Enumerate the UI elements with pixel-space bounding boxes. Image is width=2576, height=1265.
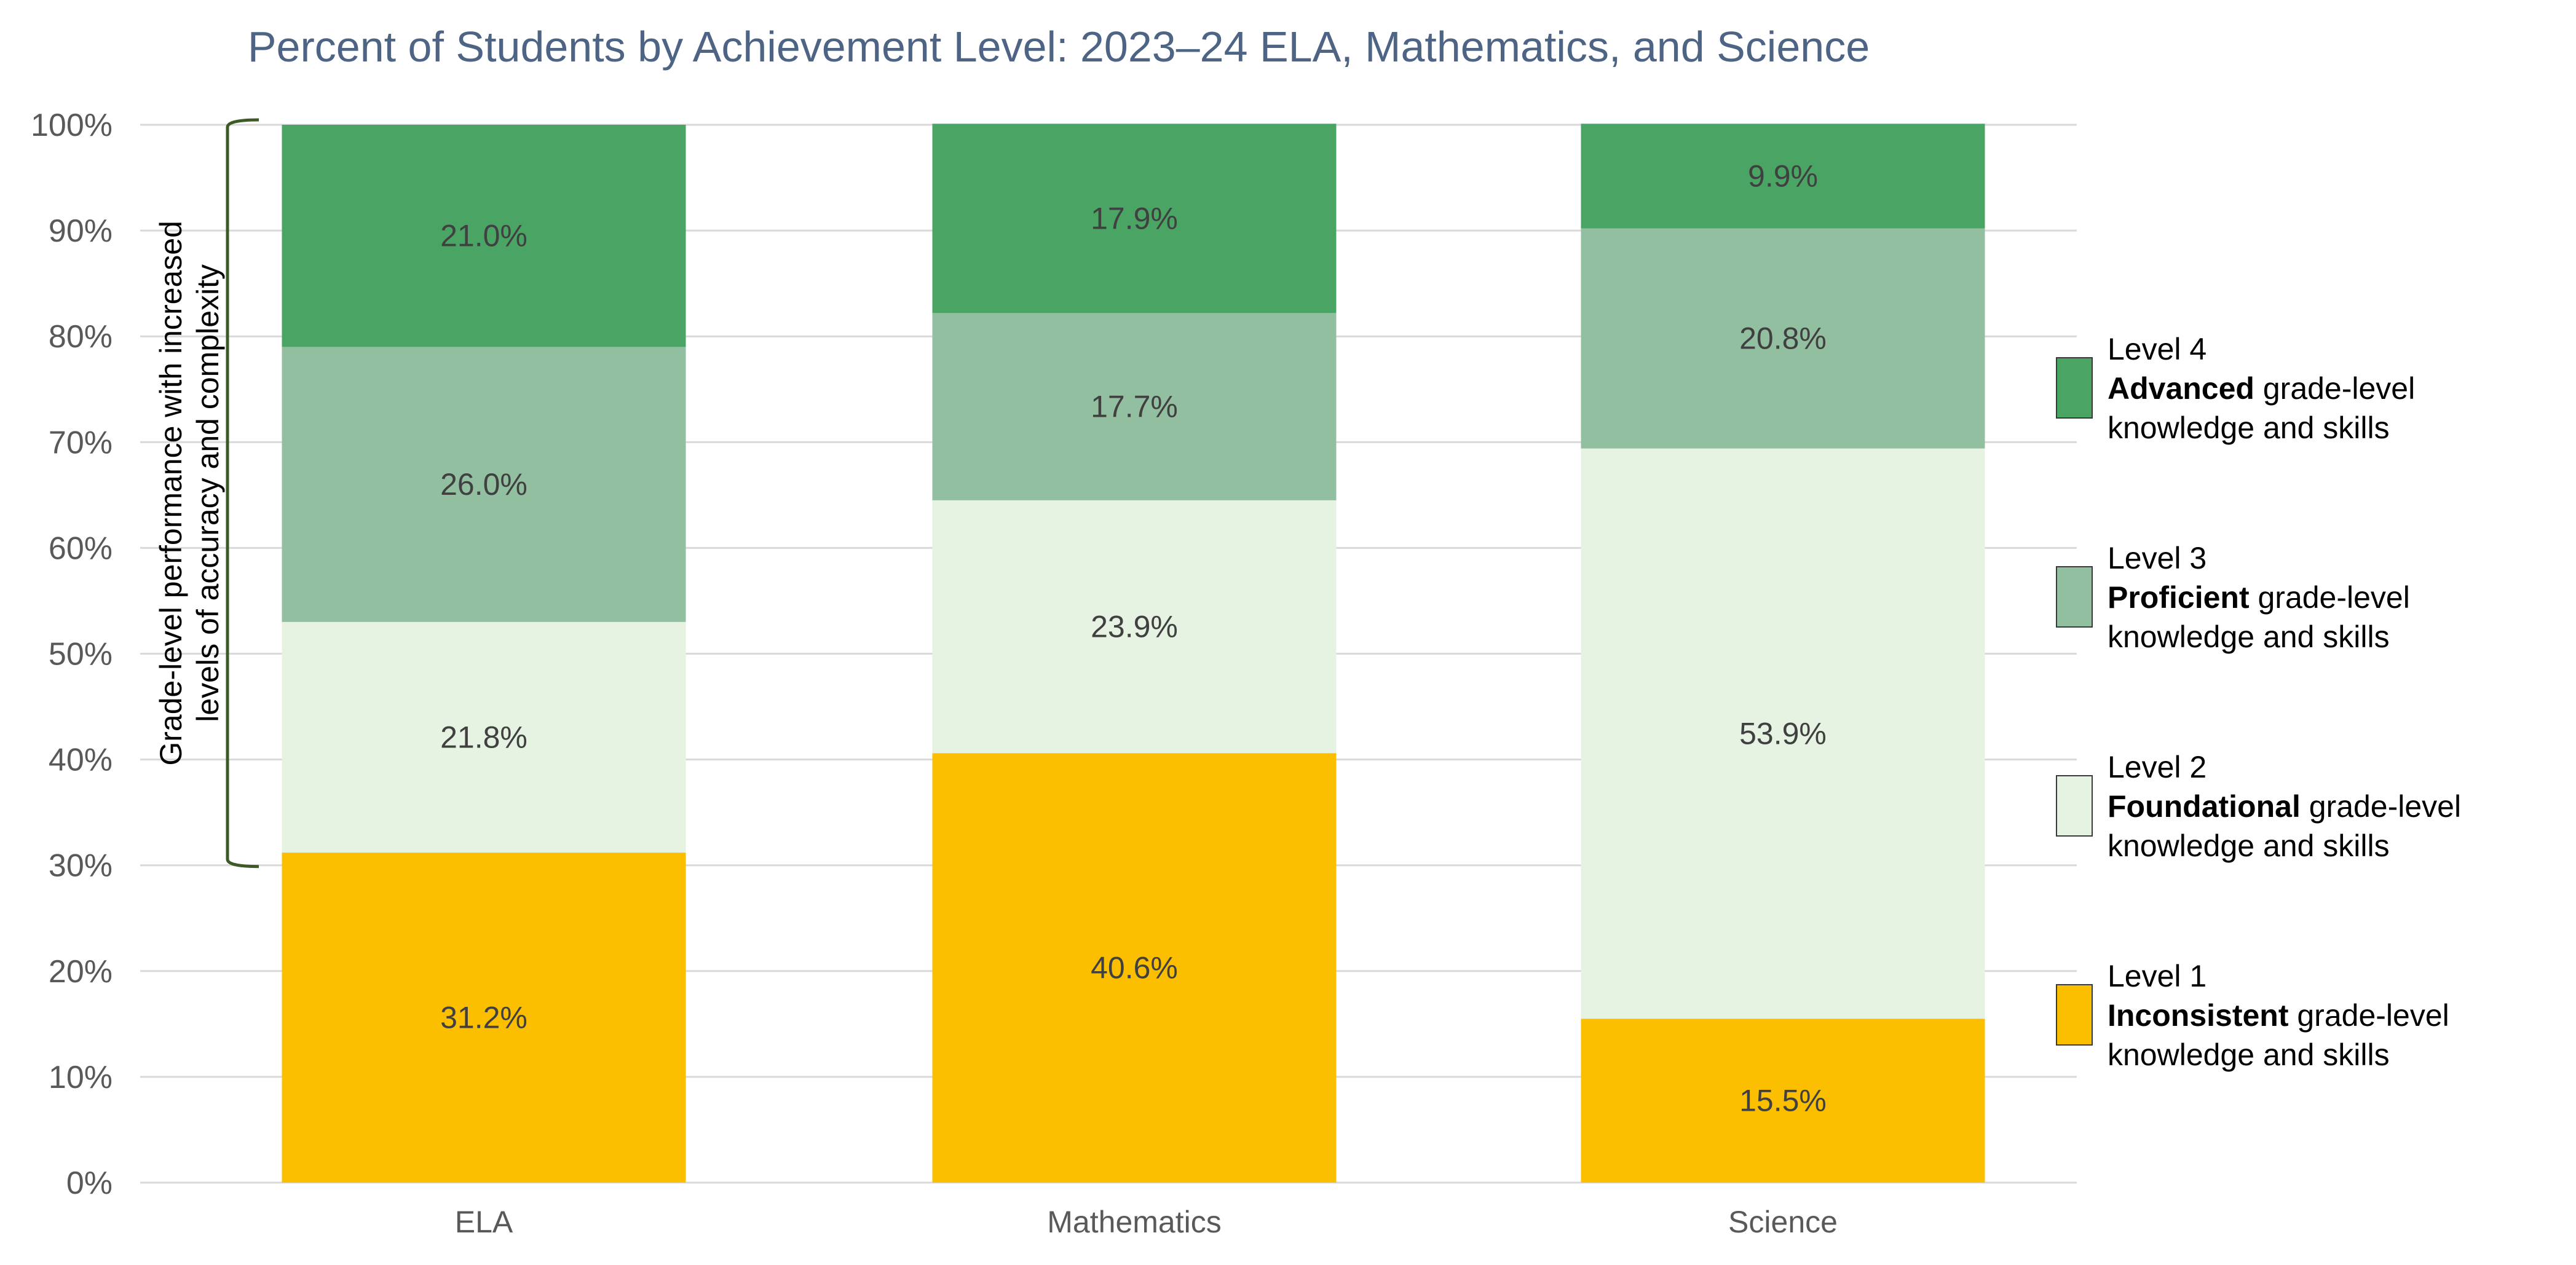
bar-segment — [932, 500, 1337, 754]
legend-description: Proficient grade-level — [2108, 580, 2410, 615]
legend-rest: grade-level — [2301, 789, 2461, 824]
legend-rest: grade-level — [2288, 998, 2449, 1033]
annotation-text: levels of accuracy and complexity — [191, 264, 225, 722]
data-label: 9.9% — [1748, 159, 1818, 193]
legend-bold: Foundational — [2108, 789, 2301, 824]
legend-item: Level 4 Advanced grade-level knowledge and… — [2056, 332, 2415, 445]
y-tick-label: 70% — [49, 425, 113, 460]
y-tick-label: 40% — [49, 743, 113, 778]
legend-bold: Advanced — [2108, 371, 2254, 406]
bracket-annotation: Grade-level performance with increased le… — [154, 118, 259, 869]
bar-segment — [932, 124, 1337, 313]
legend: Level 4 Advanced grade-level knowledge and… — [2056, 332, 2461, 1072]
data-label: 31.2% — [440, 1001, 527, 1035]
data-label: 26.0% — [440, 467, 527, 502]
data-label: 21.8% — [440, 720, 527, 754]
legend-item: Level 2 Foundational grade-level knowledge… — [2056, 750, 2461, 863]
legend-rest: grade-level — [2254, 371, 2415, 406]
y-axis: 0% 10% 20% 30% 40% 50% 60% 70% 80% 90% 100% — [31, 108, 113, 1201]
legend-swatch — [2056, 775, 2093, 837]
y-tick-label: 90% — [49, 213, 113, 249]
y-tick-label: 60% — [49, 530, 113, 566]
bar-segment — [1581, 1019, 1985, 1183]
legend-swatch — [2056, 357, 2093, 419]
legend-line3: knowledge and skills — [2108, 411, 2390, 445]
bar-segment — [1581, 228, 1985, 449]
bar-segment — [932, 753, 1337, 1183]
data-label: 53.9% — [1739, 716, 1827, 751]
legend-bold: Inconsistent — [2108, 998, 2289, 1033]
data-label: 21.0% — [440, 219, 527, 253]
y-tick-label: 100% — [31, 108, 113, 143]
legend-level: Level 3 — [2108, 541, 2207, 575]
legend-line3: knowledge and skills — [2108, 1038, 2390, 1072]
legend-description: Inconsistent grade-level — [2108, 998, 2449, 1033]
data-label: 17.7% — [1091, 390, 1178, 424]
x-axis: ELA Mathematics Science — [455, 1205, 1838, 1239]
legend-bold: Proficient — [2108, 580, 2250, 615]
legend-item: Level 3 Proficient grade-level knowledge a… — [2056, 541, 2410, 654]
legend-description: Foundational grade-level — [2108, 789, 2461, 824]
data-label: 15.5% — [1739, 1084, 1827, 1118]
x-tick-label: Mathematics — [1047, 1205, 1221, 1239]
legend-rest: grade-level — [2250, 580, 2410, 615]
y-tick-label: 20% — [49, 954, 113, 990]
bars: 31.2% 21.8% 26.0% 21.0% 40.6% 23.9% 17.7% 17.9%… — [282, 124, 1985, 1183]
x-tick-label: ELA — [455, 1205, 513, 1239]
bar-segment — [932, 313, 1337, 500]
bar-segment — [1581, 448, 1985, 1019]
y-tick-label: 10% — [49, 1060, 113, 1095]
y-tick-label: 80% — [49, 319, 113, 355]
chart-title: Percent of Students by Achievement Level… — [248, 23, 1870, 71]
data-label: 23.9% — [1091, 610, 1178, 644]
legend-item: Level 1 Inconsistent grade-level knowledge… — [2056, 959, 2449, 1072]
bracket — [226, 118, 259, 869]
legend-level: Level 4 — [2108, 332, 2207, 366]
annotation-text: Grade-level performance with increased — [154, 221, 188, 766]
legend-line3: knowledge and skills — [2108, 829, 2390, 863]
y-tick-label: 30% — [49, 848, 113, 884]
bar-segment — [282, 853, 686, 1183]
bar-segment — [282, 347, 686, 622]
y-tick-label: 0% — [66, 1165, 113, 1201]
data-label: 17.9% — [1091, 201, 1178, 235]
legend-line3: knowledge and skills — [2108, 620, 2390, 654]
y-tick-label: 50% — [49, 637, 113, 672]
legend-swatch — [2056, 984, 2093, 1046]
data-label: 40.6% — [1091, 951, 1178, 985]
bar-segment — [282, 125, 686, 347]
legend-level: Level 2 — [2108, 750, 2207, 784]
bar-segment — [1581, 124, 1985, 229]
bar-segment — [282, 621, 686, 853]
legend-swatch — [2056, 566, 2093, 628]
data-label: 20.8% — [1739, 321, 1827, 356]
x-tick-label: Science — [1728, 1205, 1838, 1239]
legend-description: Advanced grade-level — [2108, 371, 2415, 406]
legend-level: Level 1 — [2108, 959, 2207, 993]
